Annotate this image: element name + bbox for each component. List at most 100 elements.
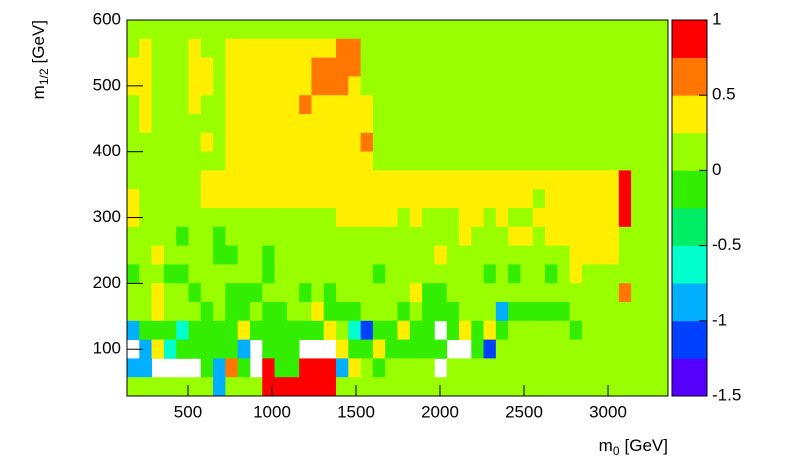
cell — [348, 377, 362, 397]
cell — [385, 20, 398, 40]
cell — [545, 264, 558, 284]
cell — [606, 189, 620, 209]
cell — [655, 20, 669, 40]
cell — [225, 151, 239, 171]
cell — [606, 208, 620, 228]
cell — [286, 377, 300, 397]
cell — [237, 170, 251, 190]
cell — [151, 339, 165, 359]
cell — [545, 339, 558, 359]
cell — [495, 57, 509, 77]
cell — [495, 20, 509, 40]
cell — [348, 264, 362, 284]
cell — [237, 151, 251, 171]
cell — [176, 245, 189, 265]
cell — [237, 189, 251, 209]
cell — [213, 76, 226, 96]
cell — [520, 76, 534, 96]
cell — [483, 264, 497, 284]
cell — [163, 245, 177, 265]
cell — [631, 170, 644, 190]
cell — [397, 339, 411, 359]
cell — [569, 320, 583, 340]
cell — [397, 302, 411, 322]
cell — [249, 283, 263, 303]
cell — [372, 226, 386, 246]
cell — [508, 95, 521, 115]
cell — [323, 283, 337, 303]
cell — [262, 226, 275, 246]
cell — [483, 114, 497, 134]
cell — [581, 20, 595, 40]
cell — [581, 57, 595, 77]
x-tick-label: 2000 — [421, 402, 459, 421]
cell — [508, 114, 521, 134]
cell — [618, 170, 632, 190]
cell — [508, 339, 521, 359]
cell — [127, 358, 140, 378]
cell — [188, 245, 202, 265]
cell — [569, 170, 583, 190]
cell — [274, 95, 288, 115]
cell — [213, 264, 226, 284]
color-band — [672, 170, 707, 209]
cell — [483, 377, 497, 397]
cell — [127, 245, 140, 265]
cell — [139, 189, 152, 209]
cell — [372, 76, 386, 96]
cell — [139, 114, 152, 134]
cell — [127, 38, 140, 58]
cell — [188, 95, 202, 115]
cell — [323, 226, 337, 246]
cell — [409, 226, 423, 246]
cell — [237, 320, 251, 340]
cell — [655, 245, 669, 265]
cell — [495, 264, 509, 284]
cell — [631, 302, 644, 322]
cell — [409, 151, 423, 171]
cell — [397, 377, 411, 397]
cell — [594, 76, 607, 96]
cell — [163, 302, 177, 322]
cell — [618, 95, 632, 115]
cell — [495, 377, 509, 397]
cell — [348, 20, 362, 40]
cell — [336, 302, 349, 322]
cell — [422, 283, 435, 303]
cell — [213, 320, 226, 340]
cell — [225, 302, 239, 322]
cell — [631, 57, 644, 77]
cell — [545, 151, 558, 171]
cell — [323, 151, 337, 171]
z-tick-label: -1.5 — [712, 385, 741, 404]
cell — [200, 170, 214, 190]
cell — [569, 377, 583, 397]
cell — [286, 189, 300, 209]
cell — [495, 170, 509, 190]
cell — [458, 57, 472, 77]
cell — [569, 114, 583, 134]
cell — [458, 76, 472, 96]
cell — [213, 57, 226, 77]
cell — [618, 302, 632, 322]
cell — [200, 151, 214, 171]
cell — [237, 57, 251, 77]
cell — [397, 76, 411, 96]
cell — [286, 132, 300, 152]
cell — [286, 264, 300, 284]
cell — [188, 339, 202, 359]
cell — [225, 95, 239, 115]
cell — [274, 189, 288, 209]
cell — [213, 226, 226, 246]
cell — [249, 377, 263, 397]
cell — [372, 320, 386, 340]
cell — [397, 226, 411, 246]
cell — [508, 377, 521, 397]
cell — [176, 95, 189, 115]
cell — [262, 57, 275, 77]
cell — [606, 320, 620, 340]
cell — [631, 358, 644, 378]
cell — [569, 38, 583, 58]
cell — [385, 320, 398, 340]
cell — [200, 377, 214, 397]
